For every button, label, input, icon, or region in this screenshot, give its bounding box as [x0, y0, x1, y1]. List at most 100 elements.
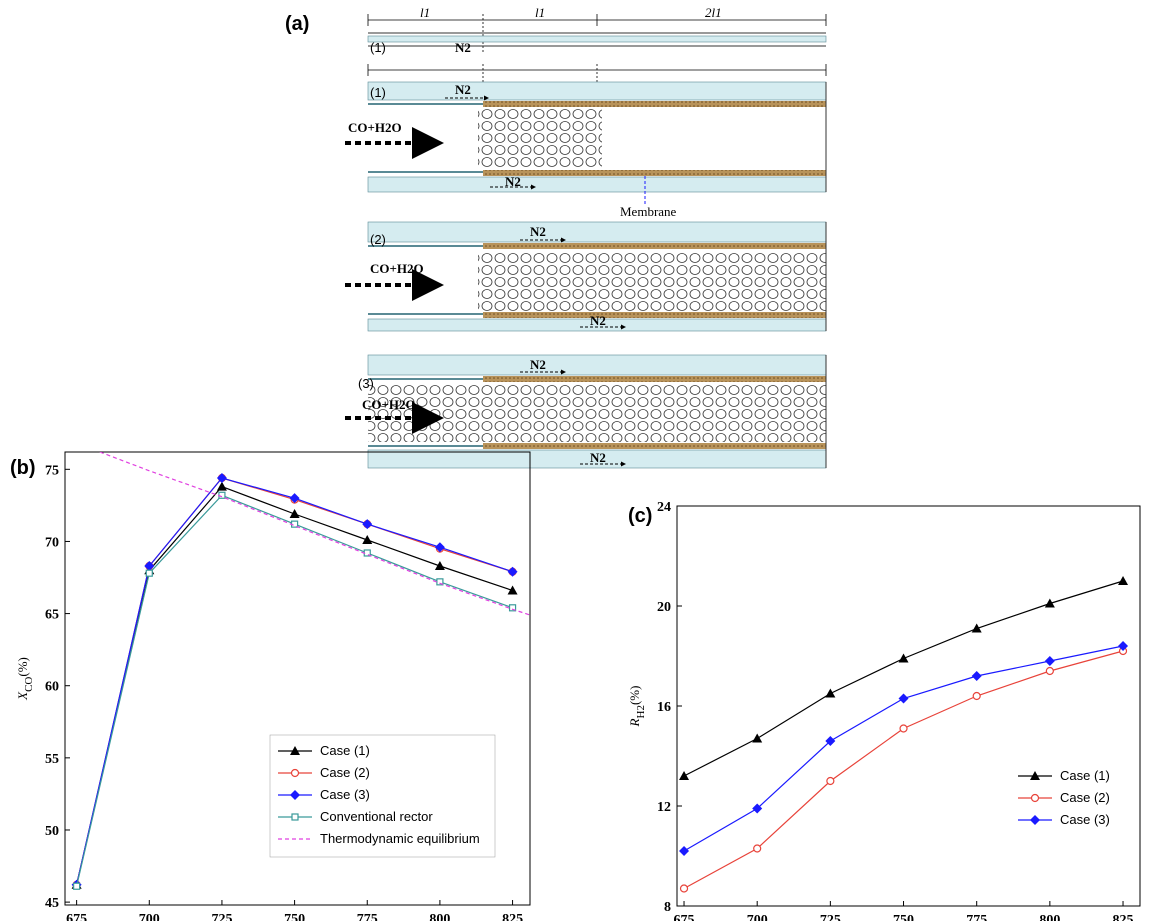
marker: [972, 691, 981, 701]
marker: [825, 736, 836, 746]
marker: [144, 560, 155, 571]
y-tick-label: 24: [657, 500, 671, 515]
marker: [362, 535, 373, 545]
marker: [679, 846, 690, 856]
legend-label: Conventional rector: [320, 809, 433, 824]
y-tick-label: 50: [45, 824, 59, 839]
diagram: (a) l1 l1 2l1 (1) N2: [285, 5, 827, 469]
series-line: [683, 650, 1124, 890]
membrane-label: Membrane: [620, 204, 677, 219]
y-tick-label: 65: [45, 608, 59, 623]
marker: [1045, 666, 1054, 676]
marker: [290, 746, 300, 755]
marker: [1030, 793, 1040, 803]
y-tick-label: 60: [45, 680, 59, 695]
series-line: [76, 485, 513, 885]
marker: [1118, 576, 1129, 585]
x-tick-label: 750: [284, 912, 305, 921]
feed-label: CO+H2O: [348, 120, 402, 135]
marker: [216, 472, 227, 483]
y-label-subscript: CO: [23, 677, 35, 692]
y-tick-label: 12: [657, 800, 671, 815]
dimension-lines: [367, 14, 827, 100]
case-label: (1): [370, 40, 386, 55]
marker: [73, 882, 81, 890]
chart-title: (b): [10, 457, 36, 479]
gas-label: N2: [505, 174, 521, 189]
y-label-unit: (%): [627, 686, 642, 706]
y-label-symbol: X: [15, 691, 30, 701]
marker: [289, 509, 300, 519]
gas-label: N2: [455, 40, 471, 55]
marker: [362, 519, 373, 530]
legend: Case (1) Case (2) Case (3) Conventional rec…: [269, 734, 496, 858]
series-line: [76, 477, 513, 885]
legend-label: Case (1): [320, 743, 370, 758]
x-tick-label: 675: [66, 912, 87, 921]
marker: [290, 790, 300, 800]
marker: [507, 566, 518, 577]
dim-label: l1: [420, 5, 430, 20]
x-tick-label: 825: [502, 912, 523, 921]
case-label: (2): [370, 232, 386, 247]
marker: [1044, 656, 1055, 666]
marker: [752, 733, 763, 743]
marker: [826, 776, 835, 786]
x-tick-label: 825: [1113, 913, 1134, 921]
marker: [436, 578, 444, 586]
plot-frame: [64, 451, 531, 906]
y-tick-label: 16: [657, 700, 671, 715]
x-tick-label: 775: [357, 912, 378, 921]
series-line: [76, 494, 513, 887]
marker: [898, 653, 909, 663]
y-tick-label: 20: [657, 600, 671, 615]
y-tick-label: 55: [45, 752, 59, 767]
marker: [216, 481, 227, 491]
x-tick-label: 700: [139, 912, 160, 921]
x-tick-label: 750: [893, 913, 914, 921]
y-label-symbol: R: [627, 718, 642, 727]
legend-label: Case (2): [320, 765, 370, 780]
marker: [971, 623, 982, 633]
series-line: [683, 645, 1124, 852]
marker: [679, 771, 690, 780]
marker: [507, 585, 518, 595]
x-tick-label: 800: [429, 912, 450, 921]
tube: [367, 32, 827, 47]
panel-label: (a): [285, 13, 309, 35]
chart-title: (c): [628, 505, 652, 527]
marker: [753, 844, 762, 853]
y-axis-label: XCO(%): [15, 657, 35, 701]
gas-label: N2: [455, 82, 471, 97]
y-label-subscript: H2: [635, 705, 647, 718]
gas-label: N2: [530, 357, 546, 372]
marker: [291, 813, 299, 821]
series-line: [99, 452, 530, 616]
gas-label: N2: [530, 224, 546, 239]
legend-label: Thermodynamic equilibrium: [320, 831, 480, 846]
feed-label: CO+H2O: [370, 261, 424, 276]
reactor: [345, 81, 827, 204]
marker: [1030, 771, 1040, 780]
dim-label: l1: [535, 5, 545, 20]
x-tick-label: 775: [966, 913, 987, 921]
y-tick-label: 75: [45, 463, 59, 478]
gas-label: N2: [590, 313, 606, 328]
legend: Case (1) Case (2) Case (3): [1018, 768, 1110, 827]
marker: [1030, 815, 1040, 825]
x-tick-label: 700: [747, 913, 768, 921]
marker: [1118, 641, 1129, 651]
marker: [434, 560, 445, 570]
feed-label: CO+H2O: [362, 397, 416, 412]
series-line: [683, 580, 1124, 777]
legend-label: Case (3): [1060, 812, 1110, 827]
x-tick-label: 675: [674, 913, 695, 921]
marker: [290, 768, 300, 778]
marker: [899, 724, 908, 733]
marker: [289, 493, 300, 504]
marker: [218, 491, 226, 499]
y-label-unit: (%): [15, 657, 30, 677]
x-tick-label: 725: [211, 912, 232, 921]
chart: (c)812162024675700725750775800825T (K)RH…: [627, 500, 1141, 921]
